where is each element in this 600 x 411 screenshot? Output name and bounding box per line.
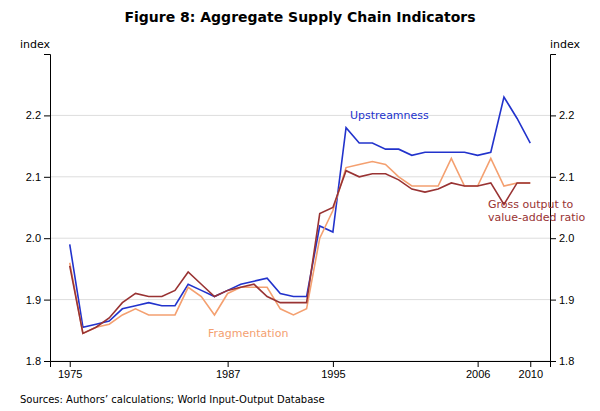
y2-axis-label: index xyxy=(550,38,581,51)
tick-label: 2.2 xyxy=(26,109,41,121)
x-axis: 1975 1987 1995 2006 2010 xyxy=(51,361,551,380)
tick-mark xyxy=(44,177,50,178)
tick-mark xyxy=(228,361,229,367)
tick-label: 1975 xyxy=(58,368,82,380)
tick-mark xyxy=(70,361,71,367)
series-label: Fragmentation xyxy=(208,327,288,340)
tick-label: 2.2 xyxy=(559,109,574,121)
tick-label: 2.1 xyxy=(559,171,574,183)
tick-mark xyxy=(44,238,50,239)
tick-label: 1987 xyxy=(216,368,240,380)
y-axis-label: index xyxy=(20,38,51,51)
tick-label: 1.8 xyxy=(559,355,574,367)
tick-mark xyxy=(550,300,556,301)
tick-mark xyxy=(44,300,50,301)
grid-line xyxy=(50,238,550,239)
tick: 1987 xyxy=(216,361,240,380)
tick: 1975 xyxy=(58,361,82,380)
line xyxy=(70,171,531,334)
tick: 1.9 xyxy=(26,294,50,306)
tick-label: 1995 xyxy=(321,368,345,380)
tick: 2010 xyxy=(519,361,543,380)
series-label: Gross output tovalue-added ratio xyxy=(488,198,586,224)
y-axis: 1.8 1.9 2.0 2.1 2.2 xyxy=(26,55,51,368)
axis-line xyxy=(44,55,51,362)
tick: 1995 xyxy=(321,361,345,380)
tick-mark xyxy=(550,238,556,239)
tick: 2.0 xyxy=(26,232,50,244)
tick-mark xyxy=(333,361,334,367)
tick-label: 2.1 xyxy=(26,171,41,183)
tick-mark xyxy=(550,115,556,116)
tick: 2.0 xyxy=(550,232,574,244)
line xyxy=(70,158,531,333)
tick-mark xyxy=(44,361,50,362)
tick: 2.1 xyxy=(550,171,574,183)
tick: 2006 xyxy=(466,361,490,380)
axis-line xyxy=(51,362,551,368)
tick-label: 2006 xyxy=(466,368,490,380)
grid-line xyxy=(50,115,550,116)
plot: 197519871995200620101.81.92.02.12.21.81.… xyxy=(26,55,586,380)
tick-mark xyxy=(550,177,556,178)
source: Sources: Authors’ calculations; World In… xyxy=(20,394,325,405)
tick-label: 1.8 xyxy=(26,355,41,367)
tick: 2.1 xyxy=(26,171,50,183)
tick: 2.2 xyxy=(550,109,574,121)
grid-line xyxy=(50,176,550,177)
tick: 1.8 xyxy=(550,355,574,367)
tick-label: 2.0 xyxy=(26,232,41,244)
tick-label: 1.9 xyxy=(26,294,41,306)
tick: 1.9 xyxy=(550,294,574,306)
lines xyxy=(70,97,531,333)
series-label: Upstreamness xyxy=(350,109,429,122)
tick-mark xyxy=(550,361,556,362)
grid xyxy=(50,115,550,361)
tick-mark xyxy=(44,115,50,116)
tick-mark xyxy=(478,361,479,367)
chart: 197519871995200620101.81.92.02.12.21.81.… xyxy=(0,0,600,411)
line xyxy=(70,97,531,327)
title: Figure 8: Aggregate Supply Chain Indicat… xyxy=(124,9,475,25)
tick: 2.2 xyxy=(26,109,50,121)
tick-label: 1.9 xyxy=(559,294,574,306)
tick-mark xyxy=(530,361,531,367)
tick-label: 2010 xyxy=(519,368,543,380)
tick-label: 2.0 xyxy=(559,232,574,244)
tick: 1.8 xyxy=(26,355,50,367)
